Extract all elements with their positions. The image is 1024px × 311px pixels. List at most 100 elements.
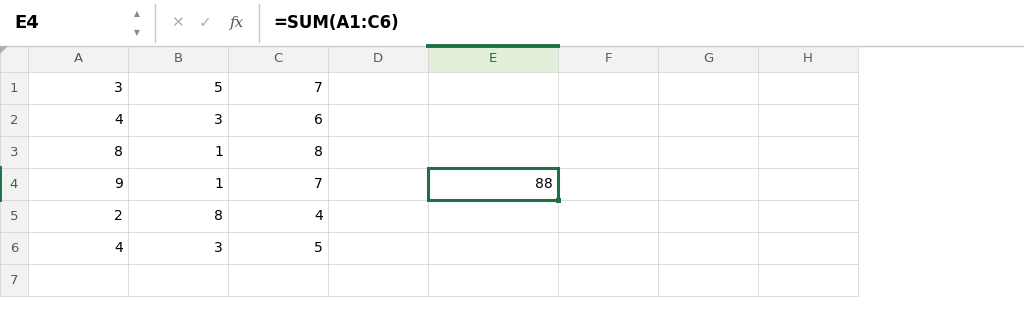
Text: A: A xyxy=(74,53,83,66)
Text: 88: 88 xyxy=(536,177,553,191)
Bar xyxy=(758,168,858,200)
Text: 6: 6 xyxy=(314,113,323,127)
Bar xyxy=(658,46,758,72)
Bar xyxy=(228,232,328,264)
Bar xyxy=(0,168,28,200)
Bar xyxy=(128,168,228,200)
Text: C: C xyxy=(273,53,283,66)
Text: 4: 4 xyxy=(115,241,123,255)
Bar xyxy=(128,136,228,168)
Bar xyxy=(558,200,658,232)
Bar xyxy=(28,104,128,136)
Text: 2: 2 xyxy=(10,114,18,127)
Bar xyxy=(428,136,558,168)
Bar xyxy=(328,46,428,72)
Bar xyxy=(0,72,28,104)
Text: 7: 7 xyxy=(314,81,323,95)
Bar xyxy=(128,104,228,136)
Bar xyxy=(28,46,128,72)
Bar xyxy=(228,264,328,296)
Bar xyxy=(0,264,28,296)
Bar xyxy=(28,200,128,232)
Text: 88: 88 xyxy=(536,177,553,191)
Bar xyxy=(558,264,658,296)
Bar xyxy=(558,136,658,168)
Text: H: H xyxy=(803,53,813,66)
Bar xyxy=(658,136,758,168)
Bar xyxy=(0,136,28,168)
Bar xyxy=(558,104,658,136)
Bar xyxy=(428,168,558,200)
Text: fx: fx xyxy=(229,16,244,30)
Bar xyxy=(428,200,558,232)
Text: =SUM(A1:C6): =SUM(A1:C6) xyxy=(273,14,398,32)
Text: 3: 3 xyxy=(115,81,123,95)
Bar xyxy=(328,200,428,232)
Bar xyxy=(328,264,428,296)
Text: ▲: ▲ xyxy=(134,9,140,18)
Bar xyxy=(328,168,428,200)
Bar xyxy=(328,72,428,104)
Bar xyxy=(0,0,1024,46)
Bar xyxy=(128,200,228,232)
Bar xyxy=(428,264,558,296)
Text: 9: 9 xyxy=(114,177,123,191)
Text: E4: E4 xyxy=(14,14,39,32)
Bar xyxy=(228,46,328,72)
Bar xyxy=(0,200,28,232)
Text: ▼: ▼ xyxy=(134,28,140,37)
Bar xyxy=(128,232,228,264)
Bar xyxy=(128,264,228,296)
Text: D: D xyxy=(373,53,383,66)
Text: 5: 5 xyxy=(214,81,223,95)
Text: 1: 1 xyxy=(10,81,18,95)
Bar xyxy=(28,72,128,104)
Bar xyxy=(428,232,558,264)
Bar xyxy=(0,232,28,264)
Bar xyxy=(758,200,858,232)
Bar xyxy=(0,104,28,136)
Bar xyxy=(28,168,128,200)
Bar xyxy=(228,72,328,104)
Bar xyxy=(228,104,328,136)
Text: 3: 3 xyxy=(214,241,223,255)
Bar xyxy=(328,136,428,168)
Text: 5: 5 xyxy=(10,210,18,222)
Bar xyxy=(556,198,561,203)
Bar xyxy=(558,72,658,104)
Bar xyxy=(758,136,858,168)
Text: 1: 1 xyxy=(214,177,223,191)
Text: 8: 8 xyxy=(314,145,323,159)
Bar xyxy=(228,200,328,232)
Bar xyxy=(328,232,428,264)
Bar xyxy=(428,168,558,200)
Bar xyxy=(758,46,858,72)
Bar xyxy=(758,264,858,296)
Text: B: B xyxy=(173,53,182,66)
Text: 3: 3 xyxy=(214,113,223,127)
Bar xyxy=(658,264,758,296)
Bar xyxy=(28,136,128,168)
Polygon shape xyxy=(0,46,8,54)
Text: 7: 7 xyxy=(10,273,18,286)
Bar xyxy=(428,168,558,200)
Bar xyxy=(758,232,858,264)
Bar xyxy=(228,168,328,200)
Text: F: F xyxy=(604,53,611,66)
Text: 8: 8 xyxy=(214,209,223,223)
Bar xyxy=(428,72,558,104)
Bar xyxy=(658,104,758,136)
Bar xyxy=(128,46,228,72)
Text: 7: 7 xyxy=(314,177,323,191)
Bar xyxy=(558,232,658,264)
Text: 3: 3 xyxy=(10,146,18,159)
Bar xyxy=(558,168,658,200)
Bar xyxy=(658,168,758,200)
Bar xyxy=(428,46,558,72)
Text: 2: 2 xyxy=(115,209,123,223)
Text: 1: 1 xyxy=(214,145,223,159)
Text: 8: 8 xyxy=(114,145,123,159)
Bar xyxy=(658,232,758,264)
Text: 5: 5 xyxy=(314,241,323,255)
Bar xyxy=(558,46,658,72)
